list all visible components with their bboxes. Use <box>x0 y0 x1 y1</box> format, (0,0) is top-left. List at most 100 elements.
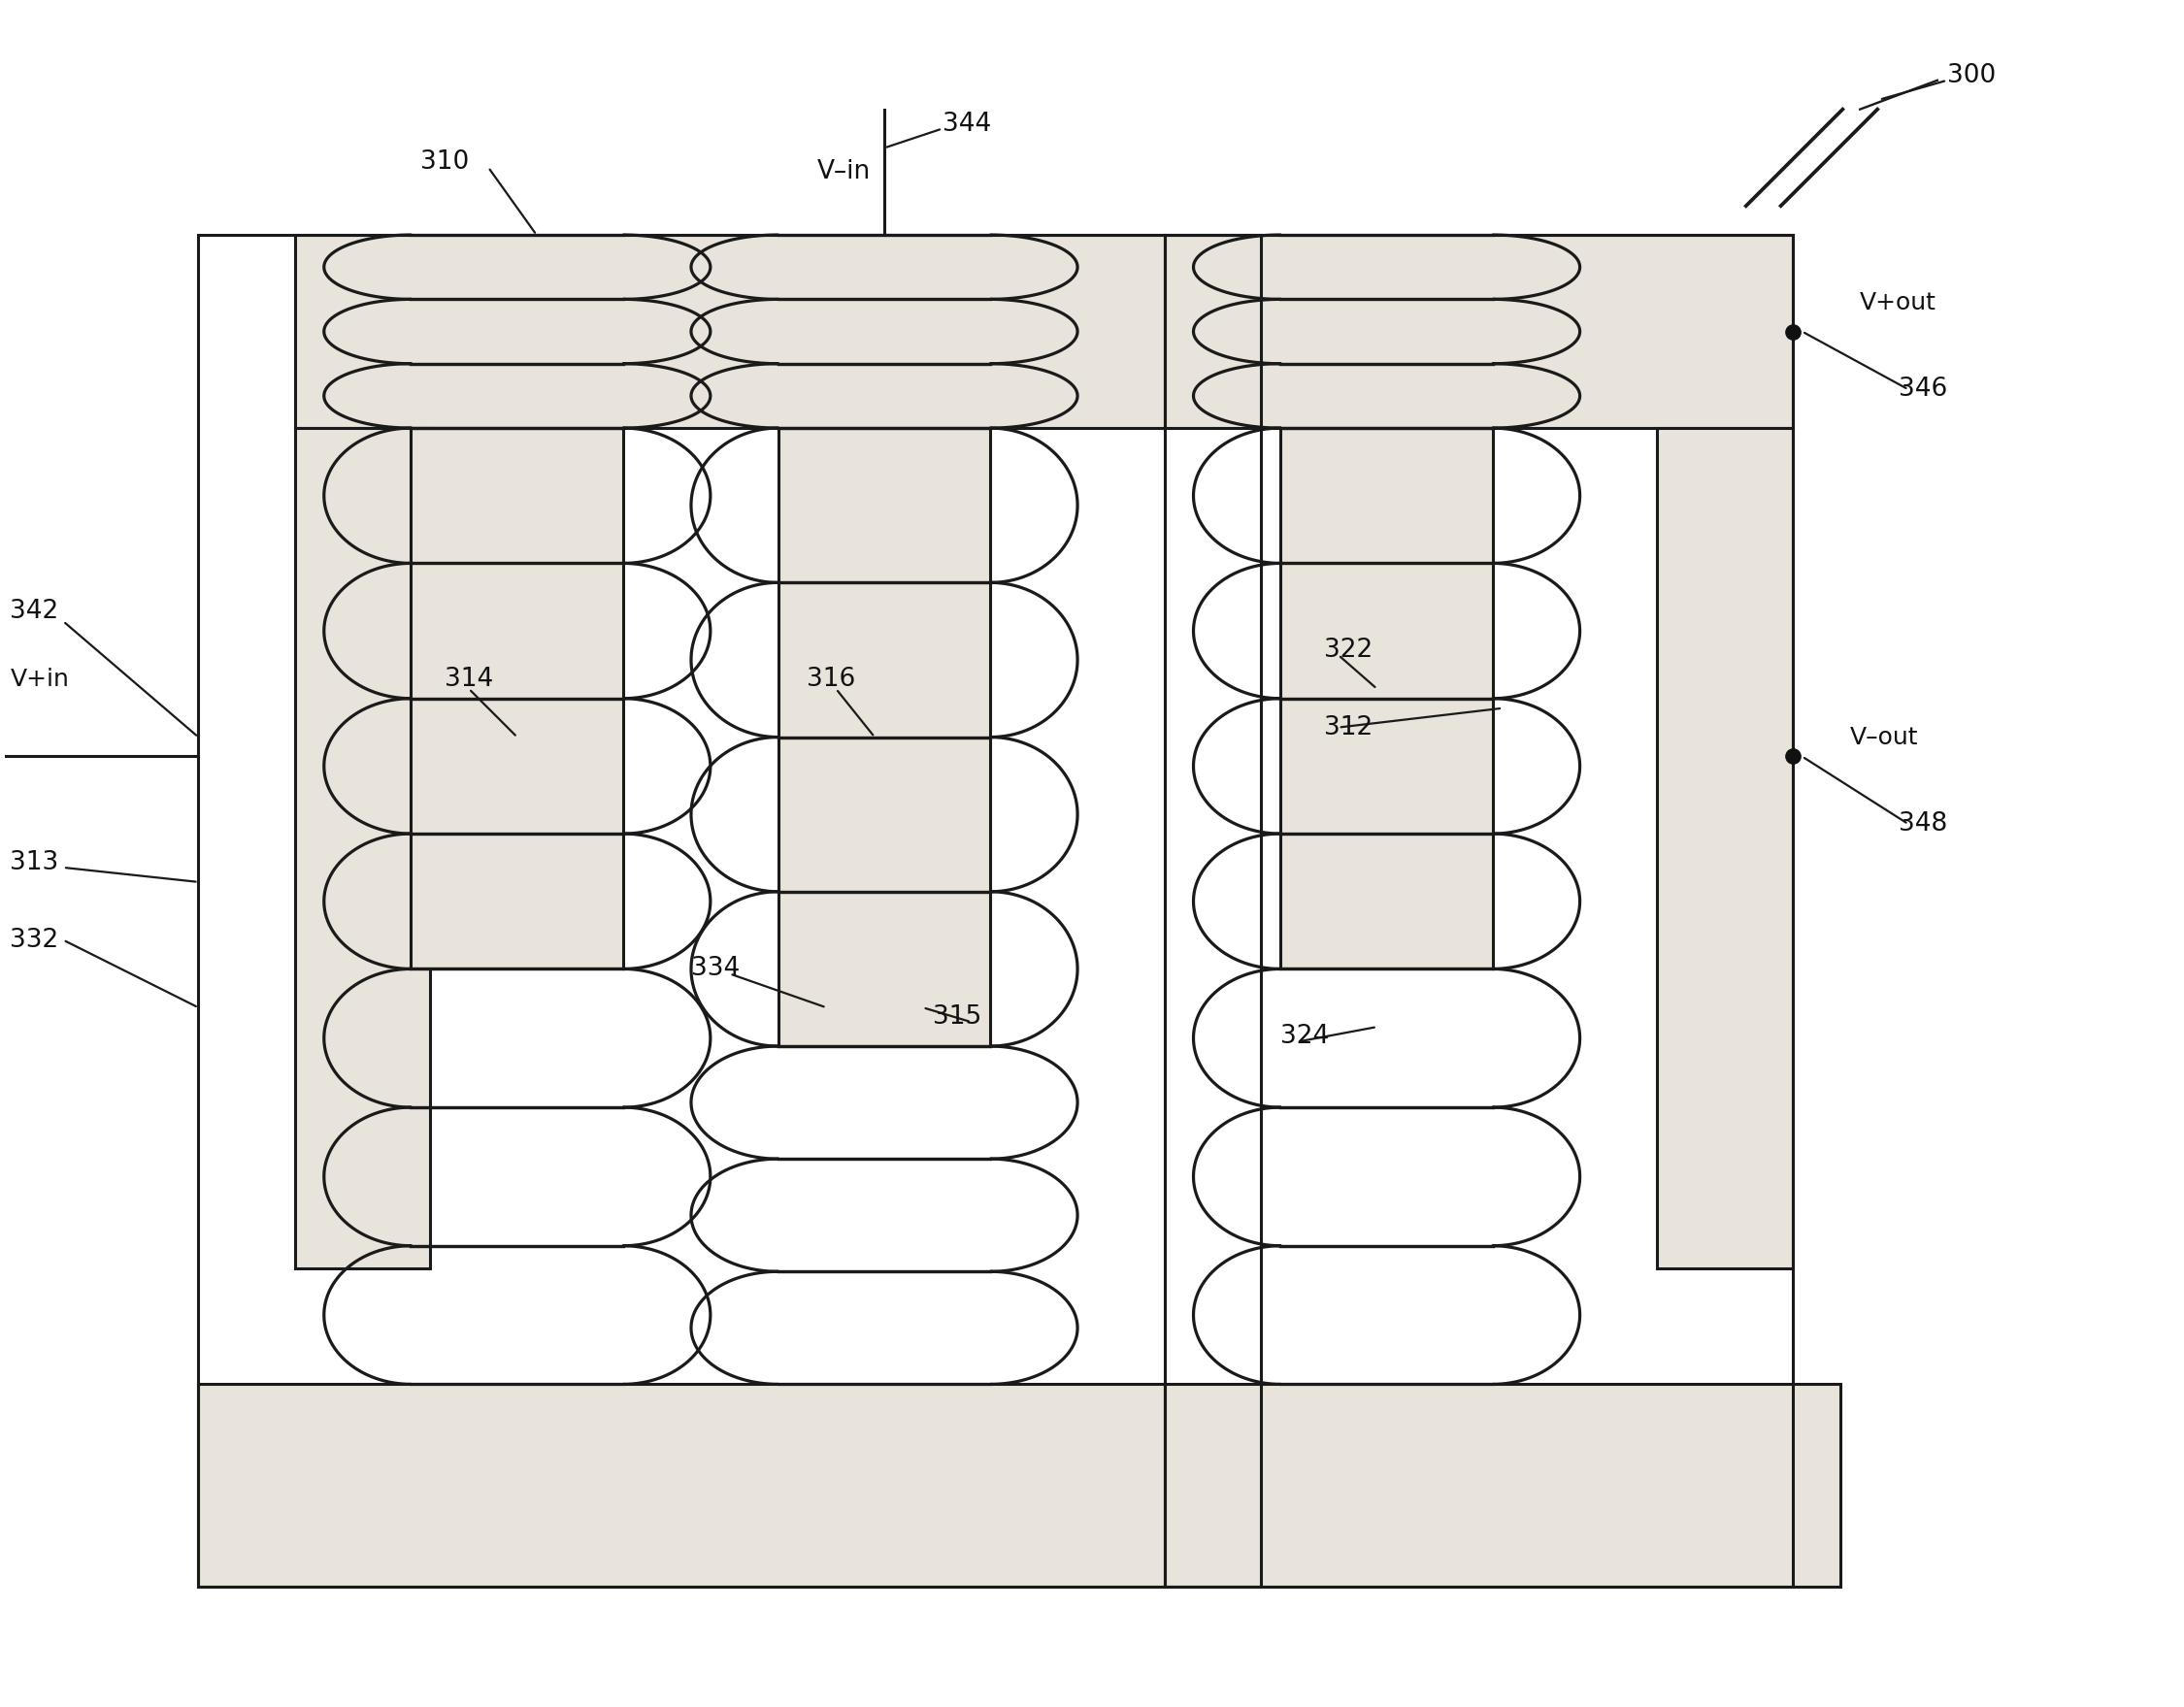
Point <box>1712 553 1747 580</box>
Point <box>1808 1521 1843 1548</box>
Point <box>1339 1547 1374 1574</box>
Point <box>1688 934 1723 961</box>
Point <box>1273 430 1308 457</box>
Point <box>557 1504 592 1531</box>
Point <box>330 661 365 688</box>
Point <box>1706 355 1741 382</box>
Point <box>1745 958 1780 985</box>
Point <box>1424 396 1459 423</box>
Point <box>446 398 480 425</box>
Point <box>1483 1456 1518 1483</box>
Point <box>965 1521 1000 1548</box>
Point <box>845 775 880 802</box>
Point <box>1745 678 1780 705</box>
Point <box>197 1494 232 1521</box>
Point <box>1278 1376 1313 1403</box>
Point <box>1306 775 1341 802</box>
Point <box>1448 452 1483 480</box>
Point <box>1557 1410 1592 1437</box>
Point <box>1179 271 1214 299</box>
Point <box>1699 720 1734 748</box>
Point <box>1035 1434 1070 1461</box>
Point <box>1334 1420 1369 1448</box>
Point <box>369 341 404 369</box>
Point <box>518 1511 553 1538</box>
Point <box>786 1504 821 1531</box>
Point <box>937 736 972 763</box>
Point <box>727 357 762 384</box>
Point <box>529 464 563 492</box>
Point <box>1592 268 1627 295</box>
Point <box>297 992 332 1019</box>
Point <box>1690 244 1725 271</box>
Point <box>769 314 804 341</box>
Point <box>570 442 605 469</box>
Point <box>330 1195 365 1222</box>
Point <box>1168 364 1203 391</box>
Point <box>1769 464 1804 492</box>
Point <box>834 358 869 386</box>
Point <box>282 1504 317 1531</box>
Point <box>843 227 878 254</box>
Point <box>365 1489 400 1516</box>
Point <box>1570 340 1605 367</box>
Point <box>1671 1174 1706 1202</box>
Point <box>1741 1217 1776 1244</box>
Point <box>686 1401 721 1429</box>
Point <box>1444 236 1479 263</box>
Point <box>422 775 456 802</box>
Point <box>446 847 480 874</box>
Point <box>290 1139 325 1166</box>
Point <box>391 727 426 754</box>
Point <box>1361 1436 1396 1463</box>
Point <box>841 1463 876 1490</box>
Point <box>389 1026 424 1053</box>
Point <box>719 1396 753 1424</box>
Point <box>343 468 378 495</box>
Point <box>1007 248 1042 275</box>
Point <box>961 732 996 760</box>
Point <box>850 1413 885 1441</box>
Point <box>1022 254 1057 282</box>
Point <box>474 865 509 893</box>
Point <box>535 563 570 591</box>
Point <box>544 855 579 883</box>
Point <box>334 1075 369 1103</box>
Point <box>1520 389 1555 417</box>
Point <box>413 696 448 724</box>
Point <box>1437 546 1472 574</box>
Point <box>247 1454 282 1482</box>
Point <box>1428 444 1463 471</box>
Point <box>1586 1444 1621 1471</box>
Point <box>443 1388 478 1415</box>
Point <box>345 1120 380 1147</box>
Point <box>1725 263 1760 290</box>
Point <box>463 1497 498 1524</box>
Point <box>959 570 994 597</box>
Point <box>214 1502 249 1529</box>
Point <box>836 495 871 522</box>
Point <box>625 318 660 345</box>
Point <box>1666 917 1701 944</box>
Point <box>871 685 906 712</box>
Point <box>780 471 815 498</box>
Point <box>1719 384 1754 411</box>
Point <box>843 768 878 795</box>
Point <box>306 241 341 268</box>
Point <box>1457 452 1492 480</box>
Point <box>913 739 948 766</box>
Point <box>341 1231 376 1258</box>
Point <box>845 459 880 486</box>
Point <box>232 1502 266 1529</box>
Point <box>622 1454 657 1482</box>
Point <box>387 1052 422 1079</box>
Point <box>1367 799 1402 826</box>
Point <box>426 1378 461 1405</box>
Point <box>1505 230 1540 258</box>
Point <box>939 365 974 393</box>
Point <box>871 975 906 1002</box>
Point <box>1328 1475 1363 1502</box>
Point <box>1704 884 1738 912</box>
Point <box>1780 1512 1815 1540</box>
Point <box>1072 1564 1107 1591</box>
